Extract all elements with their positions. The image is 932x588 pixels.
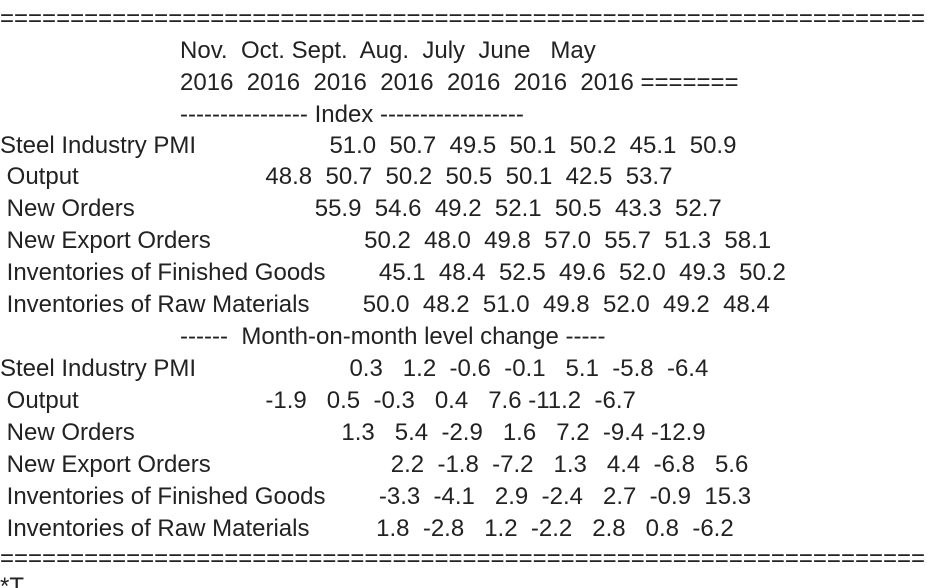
index-row: Inventories of Finished Goods 45.1 48.4 …	[0, 259, 786, 286]
index-row: Inventories of Raw Materials 50.0 48.2 5…	[0, 291, 770, 318]
index-row: New Export Orders 50.2 48.0 49.8 57.0 55…	[0, 227, 772, 254]
index-row: Steel Industry PMI 51.0 50.7 49.5 50.1 5…	[0, 132, 737, 159]
change-row: Inventories of Raw Materials 1.8 -2.8 1.…	[0, 515, 734, 542]
footnote: *T	[0, 573, 24, 588]
header-months: Nov. Oct. Sept. Aug. July June May	[0, 37, 596, 64]
change-row: Steel Industry PMI 0.3 1.2 -0.6 -0.1 5.1…	[0, 355, 709, 382]
index-row: Output 48.8 50.7 50.2 50.5 50.1 42.5 53.…	[0, 163, 673, 190]
bottom-rule: ========================================…	[0, 545, 926, 572]
top-rule: ========================================…	[0, 5, 926, 32]
change-row: Output -1.9 0.5 -0.3 0.4 7.6 -11.2 -6.7	[0, 387, 636, 414]
section-index-label: ---------------- Index -----------------…	[0, 101, 524, 128]
change-row: New Orders 1.3 5.4 -2.9 1.6 7.2 -9.4 -12…	[0, 419, 706, 446]
section-change-label: ------ Month-on-month level change -----	[0, 323, 606, 350]
change-row: New Export Orders 2.2 -1.8 -7.2 1.3 4.4 …	[0, 451, 749, 478]
header-years: 2016 2016 2016 2016 2016 2016 2016 =====…	[0, 69, 739, 96]
index-row: New Orders 55.9 54.6 49.2 52.1 50.5 43.3…	[0, 195, 722, 222]
change-row: Inventories of Finished Goods -3.3 -4.1 …	[0, 483, 752, 510]
